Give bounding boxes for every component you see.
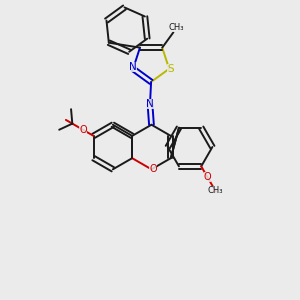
Text: O: O	[149, 164, 157, 174]
Text: O: O	[79, 125, 87, 135]
Text: CH₃: CH₃	[169, 23, 184, 32]
Text: S: S	[167, 64, 174, 74]
Text: N: N	[146, 99, 154, 109]
Text: O: O	[203, 172, 211, 182]
Text: CH₃: CH₃	[207, 186, 223, 195]
Text: N: N	[129, 62, 137, 72]
